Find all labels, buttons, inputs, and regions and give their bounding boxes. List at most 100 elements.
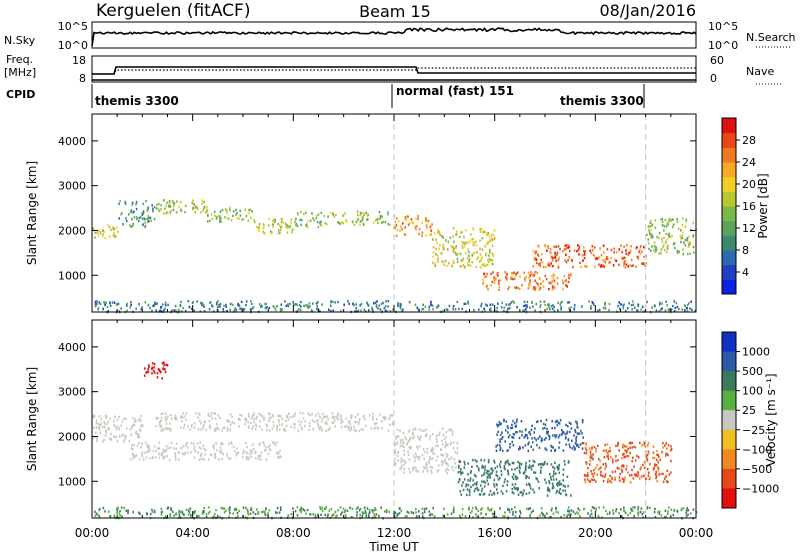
heatmap-cell xyxy=(384,220,387,224)
heatmap-cell xyxy=(473,242,476,245)
heatmap-cell xyxy=(426,464,428,467)
heatmap-cell xyxy=(361,511,364,514)
heatmap-cell xyxy=(158,456,161,460)
heatmap-cell xyxy=(278,414,281,417)
heatmap-cell xyxy=(483,480,485,483)
heatmap-cell xyxy=(496,475,499,478)
heatmap-cell xyxy=(586,474,588,478)
heatmap-cell xyxy=(511,271,513,275)
heatmap-cell xyxy=(217,305,219,309)
heatmap-cell xyxy=(499,433,502,436)
heatmap-cell xyxy=(138,303,140,306)
heatmap-cell xyxy=(104,236,107,240)
heatmap-cell xyxy=(442,433,445,437)
heatmap-cell xyxy=(146,450,149,454)
heatmap-cell xyxy=(253,412,255,415)
heatmap-cell xyxy=(643,441,646,444)
heatmap-cell xyxy=(623,303,626,306)
heatmap-cell xyxy=(399,302,402,306)
heatmap-cell xyxy=(486,233,489,236)
heatmap-cell xyxy=(653,244,656,248)
heatmap-cell xyxy=(670,235,672,238)
heatmap-cell xyxy=(216,449,218,452)
heatmap-cell xyxy=(160,306,163,309)
heatmap-cell xyxy=(574,442,577,445)
heatmap-cell xyxy=(196,207,199,210)
heatmap-cell xyxy=(165,417,168,420)
heatmap-cell xyxy=(147,368,149,371)
heatmap-cell xyxy=(457,471,460,474)
heatmap-cell xyxy=(193,309,196,312)
heatmap-cell xyxy=(181,452,184,455)
heatmap-cell xyxy=(212,516,215,519)
colorbar-swatch xyxy=(722,429,736,450)
heatmap-cell xyxy=(554,251,556,255)
heatmap-cell xyxy=(531,424,533,427)
heatmap-cell xyxy=(359,220,362,223)
heatmap-cell xyxy=(165,427,168,431)
heatmap-cell xyxy=(332,309,335,312)
heatmap-cell xyxy=(336,414,339,417)
heatmap-cell xyxy=(113,435,115,438)
heatmap-cell xyxy=(428,514,431,517)
heatmap-cell xyxy=(92,227,94,230)
heatmap-cell xyxy=(484,245,486,248)
heatmap-cell xyxy=(460,231,462,234)
heatmap-cell xyxy=(177,308,180,311)
heatmap-cell xyxy=(369,511,371,514)
heatmap-cell xyxy=(636,246,638,249)
heatmap-cell xyxy=(682,247,684,251)
heatmap-cell xyxy=(149,457,151,460)
heatmap-cell xyxy=(235,213,237,216)
heatmap-cell xyxy=(593,246,596,249)
heatmap-cell xyxy=(639,252,642,256)
heatmap-cell xyxy=(137,419,140,422)
heatmap-cell xyxy=(598,256,601,259)
heatmap-cell xyxy=(690,300,692,303)
heatmap-cell xyxy=(405,437,408,441)
heatmap-cell xyxy=(491,493,493,496)
heatmap-cell xyxy=(604,443,606,447)
heatmap-cell xyxy=(528,431,531,434)
heatmap-cell xyxy=(135,307,137,310)
heatmap-cell xyxy=(355,220,358,224)
heatmap-cell xyxy=(467,462,469,465)
heatmap-cell xyxy=(132,423,135,426)
heatmap-cell xyxy=(558,480,561,483)
colorbar-swatch xyxy=(722,371,736,392)
heatmap-cell xyxy=(554,435,557,439)
heatmap-cell xyxy=(216,301,218,305)
heatmap-cell xyxy=(253,420,255,424)
heatmap-cell xyxy=(466,261,469,265)
heatmap-cell xyxy=(349,422,351,426)
heatmap-cell xyxy=(458,307,460,311)
heatmap-cell xyxy=(480,459,482,462)
heatmap-cell xyxy=(394,464,396,467)
heatmap-cell xyxy=(550,444,552,448)
heatmap-cell xyxy=(520,420,523,423)
heatmap-cell xyxy=(268,448,271,451)
heatmap-cell xyxy=(163,212,165,215)
heatmap-cell xyxy=(107,428,110,431)
heatmap-cell xyxy=(496,488,498,491)
heatmap-cell xyxy=(174,414,177,417)
heatmap-cell xyxy=(247,424,250,428)
heatmap-cell xyxy=(502,492,504,495)
y-tick-label: 1000 xyxy=(58,269,86,282)
heatmap-cell xyxy=(238,418,241,421)
heatmap-cell xyxy=(208,419,211,423)
heatmap-cell xyxy=(296,212,299,215)
heatmap-cell xyxy=(564,259,566,262)
heatmap-cell xyxy=(231,421,233,424)
heatmap-cell xyxy=(557,245,560,248)
heatmap-cell xyxy=(486,304,488,307)
heatmap-cell xyxy=(554,449,556,452)
heatmap-cell xyxy=(423,429,425,432)
heatmap-cell xyxy=(353,425,355,429)
heatmap-cell xyxy=(298,308,300,311)
heatmap-cell xyxy=(265,446,267,449)
heatmap-cell xyxy=(568,256,570,259)
heatmap-cell xyxy=(340,513,342,516)
heatmap-cell xyxy=(498,420,501,424)
heatmap-cell xyxy=(565,423,567,427)
